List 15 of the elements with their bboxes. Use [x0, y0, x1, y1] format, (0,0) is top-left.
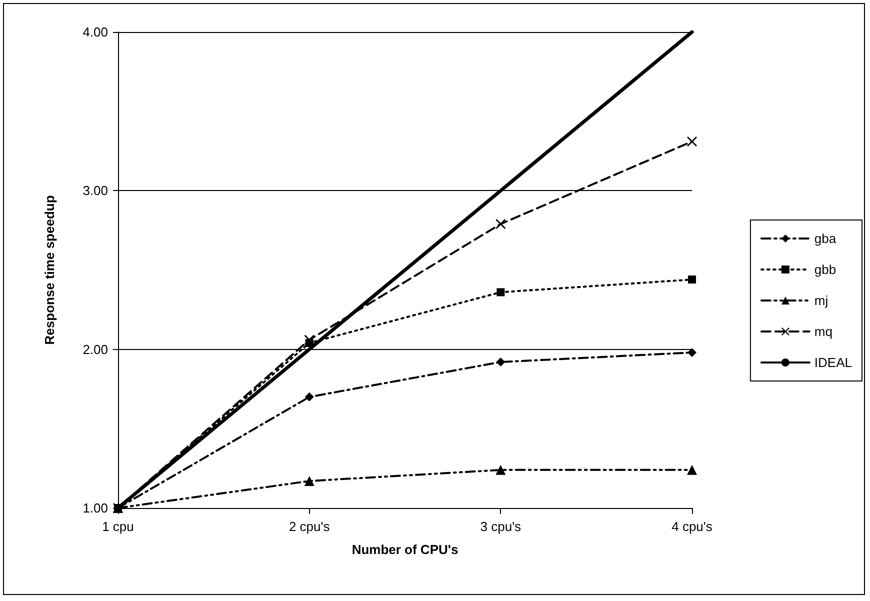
x-tick-label: 2 cpu's: [288, 519, 330, 534]
legend-label: mj: [814, 293, 828, 308]
x-tick-label: 3 cpu's: [480, 519, 522, 534]
y-tick-label: 4.00: [82, 24, 108, 40]
x-axis-title: Number of CPU's: [352, 542, 458, 557]
y-tick-label: 1.00: [82, 500, 108, 516]
legend-label: IDEAL: [814, 355, 852, 370]
legend-label: gbb: [814, 262, 836, 277]
y-tick-label: 2.00: [82, 342, 108, 357]
legend-label: mq: [814, 324, 832, 339]
x-tick-label: 4 cpu's: [672, 519, 713, 534]
x-tick-label: 1 cpu: [102, 519, 134, 534]
legend-label: gba: [814, 231, 837, 246]
y-axis-title: Response time speedup: [42, 195, 57, 345]
y-tick-label: 3.00: [82, 183, 108, 198]
